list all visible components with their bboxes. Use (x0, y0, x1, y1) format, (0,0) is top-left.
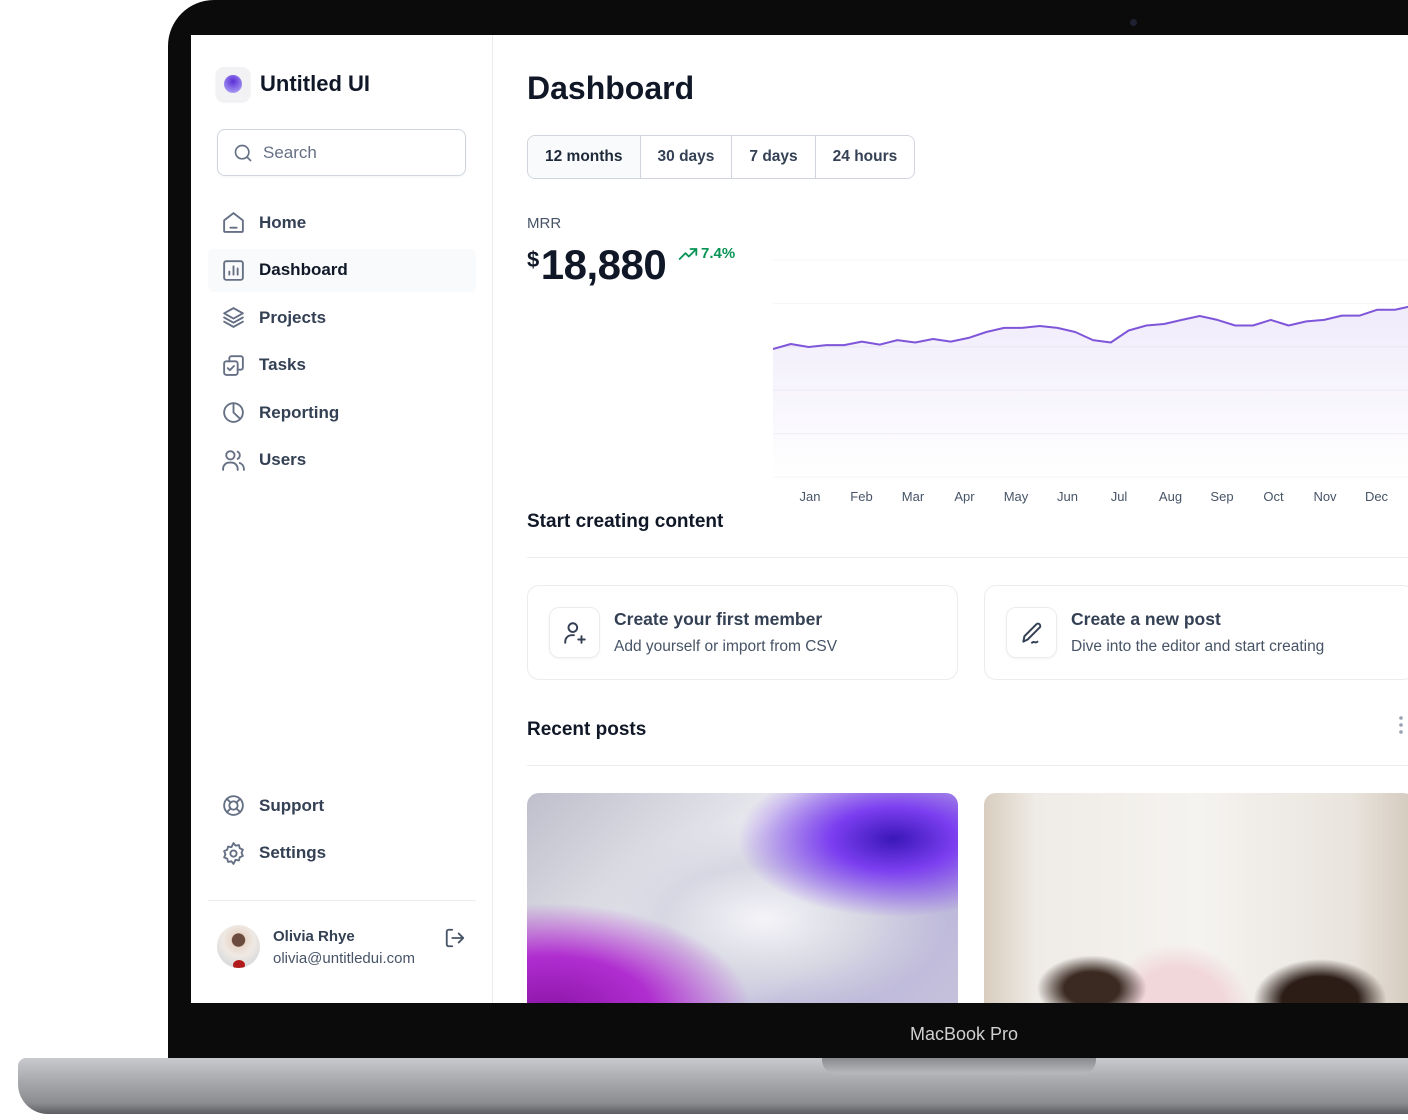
sidebar-item-home[interactable]: Home (208, 201, 476, 244)
x-tick-label: Aug (1159, 489, 1182, 504)
user-plus-icon (549, 607, 600, 658)
more-vertical-icon[interactable] (1396, 715, 1406, 735)
sidebar-item-label: Tasks (259, 355, 306, 374)
x-tick-label: Mar (902, 489, 925, 504)
search-input[interactable] (263, 142, 443, 163)
mrr-line (773, 305, 1408, 350)
home-icon (223, 212, 244, 233)
currency-symbol: $ (527, 247, 539, 272)
sidebar-item-settings[interactable]: Settings (208, 832, 476, 875)
mrr-amount: 18,880 (540, 241, 667, 288)
create-member-card[interactable]: Create your first member Add yourself or … (527, 585, 958, 680)
logout-icon[interactable] (444, 927, 466, 949)
x-tick-label: Dec (1365, 489, 1389, 504)
mrr-label: MRR (527, 215, 562, 232)
users-icon (222, 449, 245, 471)
section-title-create: Start creating content (527, 511, 724, 532)
sidebar-item-label: Home (259, 212, 307, 232)
sidebar: Untitled UI Home Dashboard Projects Tasks Re… (191, 35, 493, 1003)
x-tick-label: Sep (1210, 489, 1233, 504)
logo[interactable]: Untitled UI (216, 67, 370, 101)
pie-chart-icon (223, 402, 244, 423)
user-profile: Olivia Rhye olivia@untitledui.com (208, 900, 476, 968)
trend-up-icon (678, 247, 698, 260)
tab-7-days[interactable]: 7 days (732, 136, 816, 178)
sidebar-item-tasks[interactable]: Tasks (208, 344, 476, 387)
sidebar-item-support[interactable]: Support (208, 784, 476, 827)
page-title: Dashboard (527, 70, 695, 106)
mrr-value: $18,880 (527, 241, 667, 289)
tab-12-months[interactable]: 12 months (528, 136, 641, 178)
post-image-abstract[interactable] (527, 793, 958, 1003)
footer-nav: Support Settings (208, 784, 476, 879)
screen: Untitled UI Home Dashboard Projects Tasks Re… (191, 35, 1408, 1003)
x-tick-label: Jun (1057, 489, 1078, 504)
card-title: Create your first member (614, 609, 823, 629)
tab-30-days[interactable]: 30 days (640, 136, 733, 178)
app-name: Untitled UI (260, 71, 370, 96)
check-square-icon (223, 354, 244, 376)
main-nav: Home Dashboard Projects Tasks Reporting Users (208, 201, 476, 486)
card-subtitle: Add yourself or import from CSV (614, 638, 838, 655)
laptop-notch (822, 1058, 1096, 1074)
create-post-card[interactable]: Create a new post Dive into the editor an… (984, 585, 1408, 680)
sidebar-item-label: Settings (259, 843, 327, 862)
mrr-change-badge: 7.4% (678, 245, 735, 262)
x-tick-label: May (1004, 489, 1029, 504)
sidebar-item-projects[interactable]: Projects (208, 296, 476, 339)
sidebar-item-label: Projects (259, 307, 327, 327)
sidebar-item-label: Support (259, 795, 325, 815)
card-title: Create a new post (1071, 609, 1221, 629)
gear-icon (223, 841, 244, 865)
user-email: olivia@untitledui.com (273, 950, 415, 967)
tab-24-hours[interactable]: 24 hours (815, 136, 915, 178)
mrr-change: 7.4% (701, 245, 736, 262)
life-buoy-icon (223, 795, 244, 816)
laptop-base (18, 1058, 1408, 1114)
avatar[interactable] (217, 925, 260, 968)
time-range-tabs: 12 months 30 days 7 days 24 hours (527, 135, 916, 179)
card-subtitle: Dive into the editor and start creating (1071, 638, 1325, 655)
divider (527, 765, 1408, 766)
layers-icon (223, 307, 244, 328)
x-tick-label: Jul (1111, 489, 1128, 504)
post-image-office[interactable] (984, 793, 1408, 1003)
area-fill (773, 306, 1408, 477)
x-tick-label: Jan (800, 489, 821, 504)
sidebar-item-reporting[interactable]: Reporting (208, 391, 476, 434)
search-box[interactable] (217, 129, 466, 176)
sidebar-item-users[interactable]: Users (208, 439, 476, 482)
sidebar-item-dashboard[interactable]: Dashboard (208, 248, 476, 292)
camera (1130, 19, 1137, 26)
sidebar-item-label: Dashboard (259, 260, 348, 279)
x-tick-label: Apr (954, 489, 975, 504)
sidebar-item-label: Users (259, 450, 307, 469)
mrr-chart: Jan Feb Mar Apr May Jun Jul Aug Sep Oct Nov Dec (773, 259, 1408, 504)
user-name: Olivia Rhye (273, 928, 355, 945)
x-tick-label: Feb (850, 489, 872, 504)
x-tick-label: Nov (1313, 489, 1337, 504)
divider (527, 557, 1408, 558)
device-label: MacBook Pro (909, 1024, 1019, 1044)
x-tick-label: Oct (1263, 489, 1284, 504)
logo-icon (216, 67, 250, 101)
search-icon (234, 144, 252, 161)
bar-chart-icon (223, 259, 244, 281)
pen-icon (1006, 607, 1057, 658)
sidebar-item-label: Reporting (259, 402, 340, 422)
section-title-recent: Recent posts (527, 719, 647, 740)
